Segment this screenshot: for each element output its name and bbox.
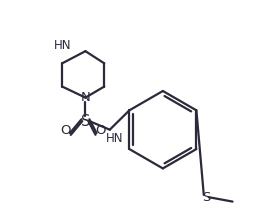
Text: S: S xyxy=(202,191,210,204)
Text: N: N xyxy=(81,91,90,104)
Text: O: O xyxy=(96,124,106,137)
Text: HN: HN xyxy=(53,39,71,52)
Text: S: S xyxy=(81,114,90,129)
Text: HN: HN xyxy=(105,132,123,145)
Text: O: O xyxy=(60,124,71,137)
